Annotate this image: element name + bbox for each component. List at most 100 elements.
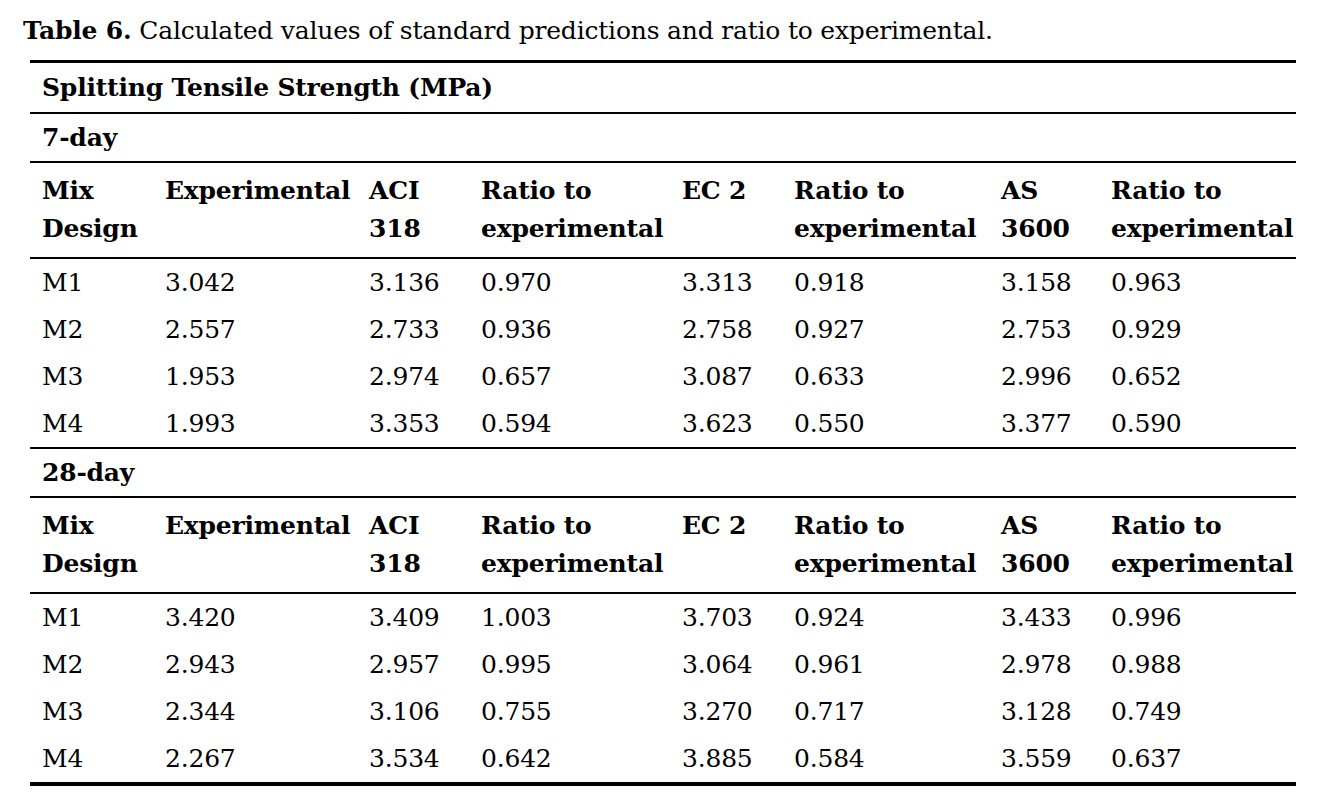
column-header-row: Mix Design Experimental ACI 318 Ratio to… <box>30 162 1296 258</box>
column-header-ec2: EC 2 <box>670 162 782 258</box>
column-header-as-3600: AS 3600 <box>989 162 1099 258</box>
cell-as-3600: 2.996 <box>989 353 1099 400</box>
table-row: M4 2.267 3.534 0.642 3.885 0.584 3.559 0… <box>30 735 1296 784</box>
column-header-aci-318: ACI 318 <box>357 497 469 593</box>
cell-as-3600: 3.128 <box>989 688 1099 735</box>
cell-aci-ratio: 0.995 <box>469 641 670 688</box>
column-header-line1: EC 2 <box>682 507 782 545</box>
cell-aci-318: 3.136 <box>357 258 469 306</box>
cell-as-3600: 3.433 <box>989 593 1099 641</box>
column-header-line2: 318 <box>369 210 469 248</box>
cell-ec2: 3.270 <box>670 688 782 735</box>
table-row: M1 3.420 3.409 1.003 3.703 0.924 3.433 0… <box>30 593 1296 641</box>
cell-aci-ratio: 1.003 <box>469 593 670 641</box>
column-header-line2: experimental <box>1111 210 1296 248</box>
cell-ec2-ratio: 0.584 <box>782 735 989 784</box>
cell-as-3600: 3.158 <box>989 258 1099 306</box>
cell-as-ratio: 0.652 <box>1099 353 1296 400</box>
column-header-line2 <box>165 545 357 583</box>
table-title-row: Splitting Tensile Strength (MPa) <box>30 62 1296 114</box>
cell-mix-design: M1 <box>30 593 153 641</box>
column-header-line2: 3600 <box>1001 210 1099 248</box>
cell-as-ratio: 0.996 <box>1099 593 1296 641</box>
table-row: M3 2.344 3.106 0.755 3.270 0.717 3.128 0… <box>30 688 1296 735</box>
cell-aci-318: 3.106 <box>357 688 469 735</box>
cell-experimental: 3.420 <box>153 593 357 641</box>
column-header-line1: Ratio to <box>481 172 670 210</box>
cell-as-ratio: 0.929 <box>1099 306 1296 353</box>
cell-aci-318: 3.409 <box>357 593 469 641</box>
column-header-as-ratio: Ratio to experimental <box>1099 162 1296 258</box>
cell-aci-ratio: 0.642 <box>469 735 670 784</box>
cell-experimental: 1.953 <box>153 353 357 400</box>
cell-mix-design: M4 <box>30 735 153 784</box>
cell-ec2-ratio: 0.918 <box>782 258 989 306</box>
cell-ec2-ratio: 0.927 <box>782 306 989 353</box>
section-label-row-28day: 28-day <box>30 448 1296 497</box>
column-header-line2: experimental <box>1111 545 1296 583</box>
cell-ec2-ratio: 0.550 <box>782 400 989 448</box>
column-header-line1: Ratio to <box>794 507 989 545</box>
column-header-line1: Mix <box>42 507 153 545</box>
column-header-row: Mix Design Experimental ACI 318 Ratio to… <box>30 497 1296 593</box>
cell-ec2-ratio: 0.924 <box>782 593 989 641</box>
column-header-ec2: EC 2 <box>670 497 782 593</box>
column-header-line2 <box>682 545 782 583</box>
column-header-line2: experimental <box>794 545 989 583</box>
cell-as-3600: 2.978 <box>989 641 1099 688</box>
cell-aci-ratio: 0.657 <box>469 353 670 400</box>
cell-as-ratio: 0.749 <box>1099 688 1296 735</box>
document-page: Table 6. Calculated values of standard p… <box>0 0 1324 799</box>
table-row: M1 3.042 3.136 0.970 3.313 0.918 3.158 0… <box>30 258 1296 306</box>
cell-mix-design: M2 <box>30 306 153 353</box>
cell-aci-318: 3.534 <box>357 735 469 784</box>
cell-ec2: 3.623 <box>670 400 782 448</box>
column-header-line1: Ratio to <box>1111 507 1296 545</box>
column-header-line1: ACI <box>369 172 469 210</box>
column-header-line2: 3600 <box>1001 545 1099 583</box>
cell-experimental: 2.267 <box>153 735 357 784</box>
column-header-ec2-ratio: Ratio to experimental <box>782 497 989 593</box>
column-header-aci-318: ACI 318 <box>357 162 469 258</box>
column-header-aci-ratio: Ratio to experimental <box>469 497 670 593</box>
cell-mix-design: M4 <box>30 400 153 448</box>
column-header-line2: Design <box>42 545 153 583</box>
column-header-line2: Design <box>42 210 153 248</box>
column-header-line1: AS <box>1001 507 1099 545</box>
cell-experimental: 2.943 <box>153 641 357 688</box>
column-header-mix-design: Mix Design <box>30 162 153 258</box>
cell-aci-318: 2.957 <box>357 641 469 688</box>
column-header-experimental: Experimental <box>153 497 357 593</box>
cell-aci-ratio: 0.970 <box>469 258 670 306</box>
column-header-as-3600: AS 3600 <box>989 497 1099 593</box>
table-row: M2 2.943 2.957 0.995 3.064 0.961 2.978 0… <box>30 641 1296 688</box>
cell-ec2: 3.313 <box>670 258 782 306</box>
column-header-experimental: Experimental <box>153 162 357 258</box>
column-header-mix-design: Mix Design <box>30 497 153 593</box>
cell-mix-design: M3 <box>30 353 153 400</box>
cell-aci-318: 2.733 <box>357 306 469 353</box>
cell-ec2-ratio: 0.717 <box>782 688 989 735</box>
cell-mix-design: M3 <box>30 688 153 735</box>
cell-ec2: 2.758 <box>670 306 782 353</box>
section-label-row-7day: 7-day <box>30 113 1296 162</box>
cell-ec2-ratio: 0.961 <box>782 641 989 688</box>
table-caption: Table 6. Calculated values of standard p… <box>23 14 1295 60</box>
cell-as-ratio: 0.637 <box>1099 735 1296 784</box>
cell-ec2: 3.703 <box>670 593 782 641</box>
column-header-line1: Ratio to <box>481 507 670 545</box>
table-caption-text: Calculated values of standard prediction… <box>139 16 993 45</box>
cell-as-ratio: 0.963 <box>1099 258 1296 306</box>
column-header-aci-ratio: Ratio to experimental <box>469 162 670 258</box>
column-header-line2 <box>165 210 357 248</box>
column-header-line1: Experimental <box>165 172 357 210</box>
cell-experimental: 2.557 <box>153 306 357 353</box>
column-header-line2: 318 <box>369 545 469 583</box>
cell-as-3600: 3.377 <box>989 400 1099 448</box>
cell-experimental: 2.344 <box>153 688 357 735</box>
cell-as-3600: 3.559 <box>989 735 1099 784</box>
table-row: M3 1.953 2.974 0.657 3.087 0.633 2.996 0… <box>30 353 1296 400</box>
column-header-line1: Ratio to <box>794 172 989 210</box>
table-row: M4 1.993 3.353 0.594 3.623 0.550 3.377 0… <box>30 400 1296 448</box>
section-label: 28-day <box>30 448 1296 497</box>
